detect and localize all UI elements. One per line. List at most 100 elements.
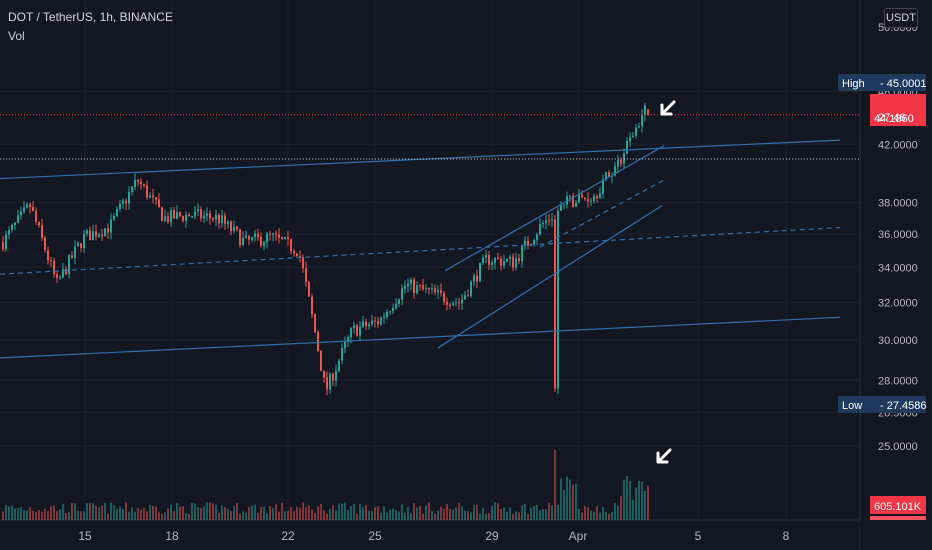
volume-bar bbox=[380, 512, 382, 520]
volume-bar bbox=[86, 503, 88, 520]
volume-bar bbox=[158, 512, 160, 520]
volume-bar bbox=[617, 505, 619, 520]
candle-body bbox=[254, 233, 256, 238]
candle-body bbox=[197, 209, 199, 212]
candle-body bbox=[275, 233, 277, 235]
candle-body bbox=[38, 221, 40, 226]
volume-bar bbox=[365, 504, 367, 520]
volume-bar bbox=[479, 513, 481, 520]
candle-body bbox=[281, 237, 283, 240]
channel-mid-dashed-line bbox=[539, 179, 665, 248]
candle-body bbox=[446, 301, 448, 305]
candle-body bbox=[230, 221, 232, 232]
candle-body bbox=[422, 285, 424, 290]
candle-body bbox=[221, 215, 223, 224]
volume-bar bbox=[623, 479, 625, 520]
candle-body bbox=[572, 195, 574, 207]
volume-bar bbox=[434, 513, 436, 520]
volume-bar bbox=[608, 513, 610, 520]
volume-bar bbox=[545, 509, 547, 520]
candle-body bbox=[644, 105, 646, 115]
candle-body bbox=[470, 281, 472, 296]
candle-body bbox=[290, 238, 292, 252]
candle-body bbox=[128, 192, 130, 204]
candle-body bbox=[578, 194, 580, 203]
candle-body bbox=[248, 235, 250, 240]
volume-bar bbox=[125, 502, 127, 520]
candle-body bbox=[545, 220, 547, 224]
volume-bar bbox=[407, 507, 409, 520]
volume-bar bbox=[143, 507, 145, 520]
volume-bar bbox=[53, 505, 55, 520]
volume-indicator-label[interactable]: Vol bbox=[8, 29, 25, 43]
volume-bar bbox=[428, 502, 430, 520]
candle-body bbox=[404, 286, 406, 289]
candle-body bbox=[488, 255, 490, 265]
candle-body bbox=[356, 325, 358, 336]
volume-bar bbox=[383, 506, 385, 520]
candle-body bbox=[260, 236, 262, 246]
volume-bar bbox=[170, 504, 172, 520]
candle-body bbox=[35, 210, 37, 222]
volume-bar bbox=[410, 513, 412, 520]
volume-bar bbox=[443, 508, 445, 520]
candle-body bbox=[263, 242, 265, 246]
volume-bar bbox=[347, 510, 349, 520]
volume-bar bbox=[164, 512, 166, 520]
candle-body bbox=[167, 216, 169, 222]
volume-bar bbox=[38, 509, 40, 520]
candle-body bbox=[233, 226, 235, 232]
candle-body bbox=[326, 377, 328, 390]
candle-body bbox=[581, 194, 583, 198]
high-label-bg bbox=[838, 74, 878, 91]
symbol-title: DOT / TetherUS, 1h, BINANCE bbox=[8, 10, 173, 24]
candle-body bbox=[509, 256, 511, 260]
candle-body bbox=[542, 223, 544, 225]
candle-body bbox=[479, 262, 481, 282]
volume-bar bbox=[116, 509, 118, 520]
candle-body bbox=[158, 199, 160, 208]
candle-body bbox=[161, 207, 163, 221]
volume-bar bbox=[500, 508, 502, 520]
volume-bar bbox=[644, 490, 646, 520]
volume-bar bbox=[413, 503, 415, 520]
candle-body bbox=[563, 204, 565, 206]
candle-body bbox=[506, 259, 508, 262]
volume-bar bbox=[80, 511, 82, 520]
arrow-near-high bbox=[660, 100, 676, 116]
volume-bar bbox=[284, 510, 286, 520]
candle-body bbox=[575, 202, 577, 207]
volume-bar bbox=[518, 512, 520, 520]
candle-body bbox=[311, 296, 313, 315]
volume-bar bbox=[632, 499, 634, 520]
candle-body bbox=[308, 281, 310, 297]
volume-bar bbox=[137, 507, 139, 520]
volume-bar bbox=[224, 507, 226, 520]
price-tick-label: 28.0000 bbox=[878, 375, 918, 387]
volume-bar bbox=[338, 503, 340, 520]
volume-bar bbox=[386, 512, 388, 520]
volume-bar bbox=[293, 511, 295, 520]
volume-bar bbox=[185, 513, 187, 520]
candle-body bbox=[593, 195, 595, 201]
candle-body bbox=[638, 126, 640, 128]
volume-bar bbox=[98, 507, 100, 520]
volume-bar bbox=[638, 480, 640, 520]
candle-body bbox=[503, 261, 505, 266]
volume-bar bbox=[275, 504, 277, 520]
candle-body bbox=[452, 302, 454, 306]
volume-bar bbox=[527, 513, 529, 520]
volume-bar bbox=[593, 511, 595, 520]
candle-body bbox=[170, 210, 172, 222]
candle-body bbox=[434, 288, 436, 293]
volume-bar bbox=[44, 508, 46, 520]
candle-body bbox=[44, 237, 46, 251]
volume-bar bbox=[524, 503, 526, 520]
candle-body bbox=[20, 211, 22, 216]
currency-button[interactable]: USDT bbox=[884, 8, 918, 28]
candle-body bbox=[110, 219, 112, 233]
volume-bar bbox=[269, 506, 271, 520]
high-label-text: High bbox=[842, 78, 865, 90]
volume-bar bbox=[92, 503, 94, 520]
